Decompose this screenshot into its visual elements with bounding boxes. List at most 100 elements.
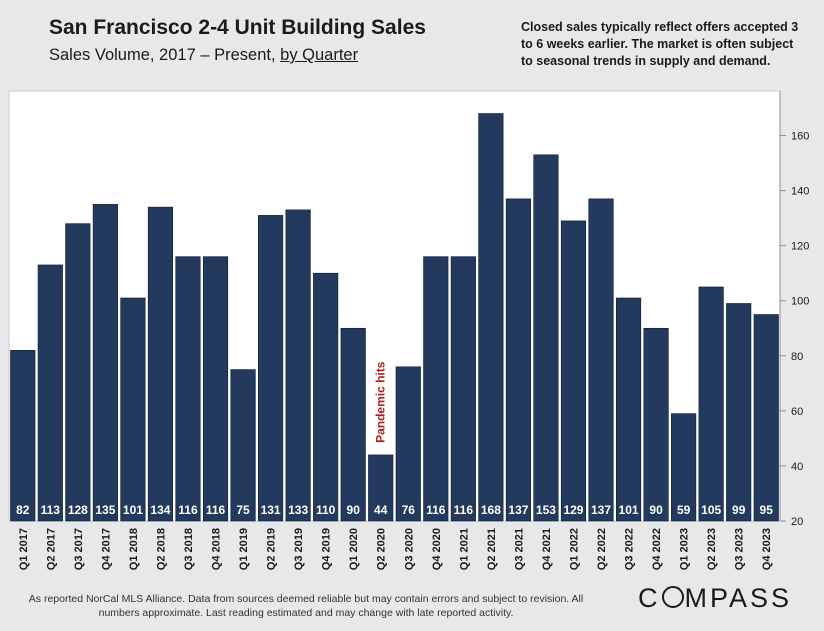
x-tick-label: Q2 2017 xyxy=(45,528,57,570)
bar-q1-2022 xyxy=(560,220,587,522)
x-tick-label: Q3 2023 xyxy=(734,528,746,570)
x-tick-label: Q1 2021 xyxy=(458,528,470,570)
bar-q4-2021 xyxy=(533,154,559,522)
x-tick-label: Q4 2018 xyxy=(211,528,223,570)
y-tick-label: 140 xyxy=(791,186,809,198)
value-label: 153 xyxy=(536,503,556,517)
bar-q3-2019 xyxy=(285,209,311,522)
x-tick-label: Q4 2017 xyxy=(100,528,112,570)
bar-q3-2018 xyxy=(175,256,201,522)
value-label: 110 xyxy=(316,503,336,517)
bar-q2-2020 xyxy=(368,454,394,522)
value-label: 116 xyxy=(454,503,474,517)
value-label: 76 xyxy=(402,503,416,517)
brand-o-circle-icon xyxy=(661,586,684,608)
value-label: 75 xyxy=(236,503,250,517)
x-tick-label: Q2 2018 xyxy=(155,528,167,570)
chart-subtitle: Sales Volume, 2017 – Present, by Quarter xyxy=(49,46,358,65)
y-tick-label: 80 xyxy=(791,351,803,363)
value-label: 90 xyxy=(649,503,663,517)
bar-q2-2019 xyxy=(258,215,284,522)
value-label: 95 xyxy=(760,503,774,517)
bar-q1-2023 xyxy=(671,413,697,522)
value-label: 90 xyxy=(347,503,361,517)
bar-q3-2021 xyxy=(505,198,531,522)
bar-q4-2018 xyxy=(202,256,229,522)
value-label: 129 xyxy=(563,503,583,517)
value-label: 101 xyxy=(123,503,143,517)
bar-q1-2018 xyxy=(120,297,146,522)
value-label: 101 xyxy=(619,503,639,517)
bar-q2-2021 xyxy=(478,113,504,522)
value-label: 131 xyxy=(261,503,281,517)
x-tick-label: Q1 2018 xyxy=(128,528,140,570)
x-tick-label: Q4 2023 xyxy=(761,528,773,570)
x-tick-label: Q1 2017 xyxy=(18,528,30,570)
bar-q4-2022 xyxy=(643,327,669,522)
x-tick-label: Q1 2019 xyxy=(238,528,250,570)
value-label: 116 xyxy=(206,503,226,517)
x-tick-label: Q4 2020 xyxy=(431,528,443,570)
value-label: 116 xyxy=(178,503,198,517)
brand-letter-c: C xyxy=(638,583,661,613)
x-tick-label: Q2 2023 xyxy=(706,528,718,570)
bar-q2-2017 xyxy=(37,264,63,522)
y-tick-label: 160 xyxy=(791,131,809,143)
bars-group xyxy=(10,113,779,522)
y-tick-label: 60 xyxy=(791,406,803,418)
x-tick-label: Q3 2019 xyxy=(293,528,305,570)
bar-q1-2019 xyxy=(230,369,256,522)
value-label: 116 xyxy=(426,503,446,517)
value-label: 59 xyxy=(677,503,691,517)
value-label: 113 xyxy=(41,503,61,517)
source-footnote: As reported NorCal MLS Alliance. Data fr… xyxy=(28,593,584,619)
value-labels-group: 82 113 128 135 101 134 116 116 75 131 133 110 90 44 76… xyxy=(16,503,773,517)
value-label: 128 xyxy=(68,503,88,517)
value-label: 137 xyxy=(591,503,611,517)
compass-logo: C MPASS xyxy=(638,583,792,614)
value-label: 134 xyxy=(150,503,170,517)
value-label: 105 xyxy=(701,503,721,517)
x-tick-label: Q2 2019 xyxy=(266,528,278,570)
x-tick-label: Q1 2022 xyxy=(568,528,580,570)
bar-q4-2020 xyxy=(423,256,449,522)
value-label: 82 xyxy=(16,503,30,517)
x-tick-label: Q4 2022 xyxy=(651,528,663,570)
brand-letters-rest: MPASS xyxy=(684,583,793,613)
bar-q4-2017 xyxy=(92,204,118,522)
x-tick-label: Q3 2021 xyxy=(513,528,525,570)
bar-q3-2017 xyxy=(65,223,91,522)
value-label: 135 xyxy=(95,503,115,517)
x-tick-label: Q4 2021 xyxy=(541,528,553,570)
subtitle-link[interactable]: by Quarter xyxy=(280,46,359,64)
y-tick-label: 100 xyxy=(791,296,809,308)
x-tick-label: Q2 2021 xyxy=(486,528,498,570)
x-tick-label: Q3 2018 xyxy=(183,528,195,570)
y-tick-label: 20 xyxy=(791,516,803,528)
bar-q3-2020 xyxy=(395,366,421,522)
pandemic-annotation: Pandemic hits xyxy=(374,361,388,443)
x-tick-label: Q3 2022 xyxy=(624,528,636,570)
bar-q1-2020 xyxy=(340,327,366,522)
bar-q4-2019 xyxy=(313,272,339,522)
y-tick-label: 120 xyxy=(791,241,809,253)
y-tick-label: 40 xyxy=(791,461,803,473)
market-note: Closed sales typically reflect offers ac… xyxy=(521,20,799,68)
bar-q4-2023 xyxy=(753,314,779,522)
value-label: 168 xyxy=(481,503,501,517)
x-tick-label: Q1 2020 xyxy=(348,528,360,570)
x-tick-label: Q3 2017 xyxy=(73,528,85,570)
bar-q2-2023 xyxy=(698,286,724,522)
bar-q2-2018 xyxy=(147,206,174,522)
bar-q3-2023 xyxy=(726,303,752,522)
x-tick-labels-group: Q1 2017 Q2 2017 Q3 2017 Q4 2017 Q1 2018 Q2 20… xyxy=(18,528,773,570)
x-tick-label: Q1 2023 xyxy=(679,528,691,570)
x-tick-label: Q3 2020 xyxy=(403,528,415,570)
value-label: 99 xyxy=(732,503,746,517)
subtitle-text: Sales Volume, 2017 – Present, xyxy=(49,46,281,64)
bar-chart: 82 113 128 135 101 134 116 116 75 131 133 110 90 44 76… xyxy=(8,90,809,570)
bar-q1-2021 xyxy=(450,256,476,522)
x-tick-label: Q2 2020 xyxy=(376,528,388,570)
bar-q1-2017 xyxy=(10,349,36,522)
value-label: 44 xyxy=(374,503,388,517)
